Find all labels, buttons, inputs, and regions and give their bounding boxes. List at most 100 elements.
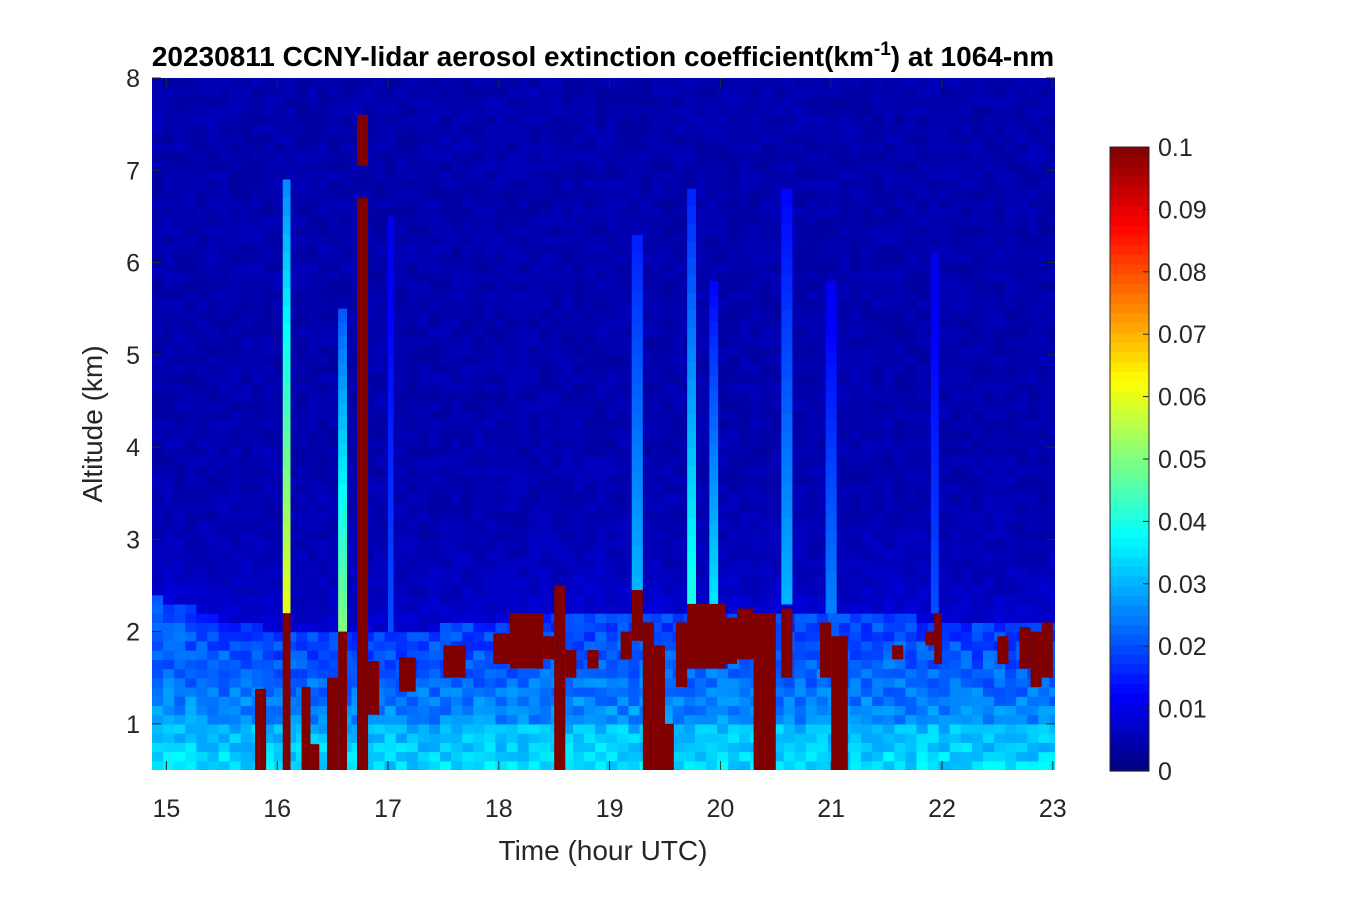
heatmap-cell: [340, 133, 353, 144]
heatmap-cell: [152, 373, 164, 384]
heatmap-cell: [473, 142, 485, 153]
heatmap-cell: [307, 576, 319, 587]
heatmap-cell: [362, 96, 375, 107]
heatmap-cell: [406, 400, 419, 411]
heatmap-cell: [428, 474, 441, 485]
heatmap-cell: [218, 650, 231, 660]
heatmap-cell: [595, 317, 607, 328]
heatmap-cell: [717, 742, 729, 753]
heatmap-cell: [406, 271, 419, 282]
heatmap-cell: [473, 465, 485, 476]
heatmap-cell: [473, 96, 485, 107]
heatmap-cell: [262, 308, 275, 319]
heatmap-cell: [783, 78, 796, 88]
heatmap-cell: [462, 502, 474, 513]
heatmap-cell: [805, 650, 818, 660]
heatmap-cell: [561, 677, 574, 688]
heatmap-cell: [850, 179, 862, 190]
heatmap-cell: [462, 493, 474, 504]
heatmap-cell: [628, 668, 641, 679]
heatmap-cell: [728, 696, 740, 707]
heatmap-cell: [539, 465, 552, 476]
heatmap-cell: [650, 603, 663, 614]
heatmap-cell: [794, 640, 807, 651]
heatmap-cell: [340, 87, 353, 98]
heatmap-cell: [528, 87, 541, 98]
heatmap-cell: [661, 493, 674, 504]
heatmap-cell: [650, 207, 663, 217]
heatmap-cell: [661, 677, 674, 688]
heatmap-cell: [451, 474, 463, 485]
heatmap-cell: [827, 207, 840, 217]
heatmap-cell: [174, 585, 186, 596]
heatmap-cell: [750, 317, 762, 328]
heatmap-cell: [595, 603, 607, 614]
heatmap-cell: [850, 733, 862, 743]
heatmap-cell: [152, 613, 164, 623]
heatmap-cell: [595, 391, 607, 402]
heatmap-cell: [783, 114, 796, 125]
heatmap-cell: [196, 188, 208, 199]
heatmap-cell: [650, 114, 663, 125]
heatmap-cell: [606, 751, 618, 762]
heatmap-cell: [816, 585, 829, 596]
heatmap-cell: [539, 493, 552, 504]
heatmap-cell: [462, 723, 474, 734]
heatmap-cell: [794, 613, 807, 623]
heatmap-cell: [229, 161, 242, 171]
heatmap-cell: [827, 225, 840, 236]
heatmap-cell: [561, 170, 574, 181]
heatmap-cell: [705, 96, 718, 107]
heatmap-cell: [561, 585, 574, 596]
heatmap-cell: [561, 87, 574, 98]
heatmap-cell: [539, 234, 552, 245]
heatmap-cell: [861, 225, 873, 236]
heatmap-cell: [506, 410, 519, 420]
heatmap-cell: [484, 345, 497, 356]
heatmap-cell: [606, 170, 618, 181]
heatmap-cell: [307, 567, 319, 577]
heatmap-cell: [262, 668, 275, 679]
heatmap-cell: [528, 299, 541, 310]
heatmap-cell: [185, 613, 197, 623]
heatmap-cell: [595, 567, 607, 577]
heatmap-cell: [838, 336, 851, 347]
heatmap-cell: [838, 151, 851, 162]
heatmap-cell: [428, 668, 441, 679]
heatmap-cell: [573, 613, 585, 623]
heatmap-cell: [561, 271, 574, 282]
heatmap-cell: [517, 520, 530, 531]
heatmap-cell: [440, 557, 452, 568]
heatmap-cell: [307, 585, 319, 596]
heatmap-cell: [251, 87, 264, 98]
heatmap-cell: [462, 410, 474, 420]
heatmap-cell: [650, 317, 663, 328]
heatmap-cell: [152, 530, 164, 540]
heatmap-cell: [661, 133, 674, 144]
heatmap-cell: [229, 170, 242, 181]
heatmap-cell: [207, 613, 220, 623]
heatmap-cell: [750, 105, 762, 116]
heatmap-cell: [506, 539, 519, 550]
heatmap-cell: [251, 327, 264, 337]
heatmap-cell: [717, 151, 729, 162]
heatmap-cell: [307, 382, 319, 393]
heatmap-cell: [152, 124, 164, 134]
heatmap-cell: [650, 299, 663, 310]
heatmap-cell: [484, 170, 497, 181]
heatmap-cell: [850, 594, 862, 605]
heatmap-cell: [207, 640, 220, 651]
heatmap-cell: [783, 723, 796, 734]
heatmap-cell: [539, 585, 552, 596]
heatmap-cell: [717, 382, 729, 393]
heatmap-cell: [240, 668, 253, 679]
heatmap-cell: [318, 336, 330, 347]
heatmap-cell: [628, 78, 641, 79]
heatmap-cell: [595, 234, 607, 245]
heatmap-cell: [406, 253, 419, 264]
heatmap-cell: [705, 105, 718, 116]
heatmap-cell: [850, 705, 862, 716]
heatmap-cell: [318, 244, 330, 254]
heatmap-cell: [606, 161, 618, 171]
heatmap-cell: [606, 419, 618, 430]
